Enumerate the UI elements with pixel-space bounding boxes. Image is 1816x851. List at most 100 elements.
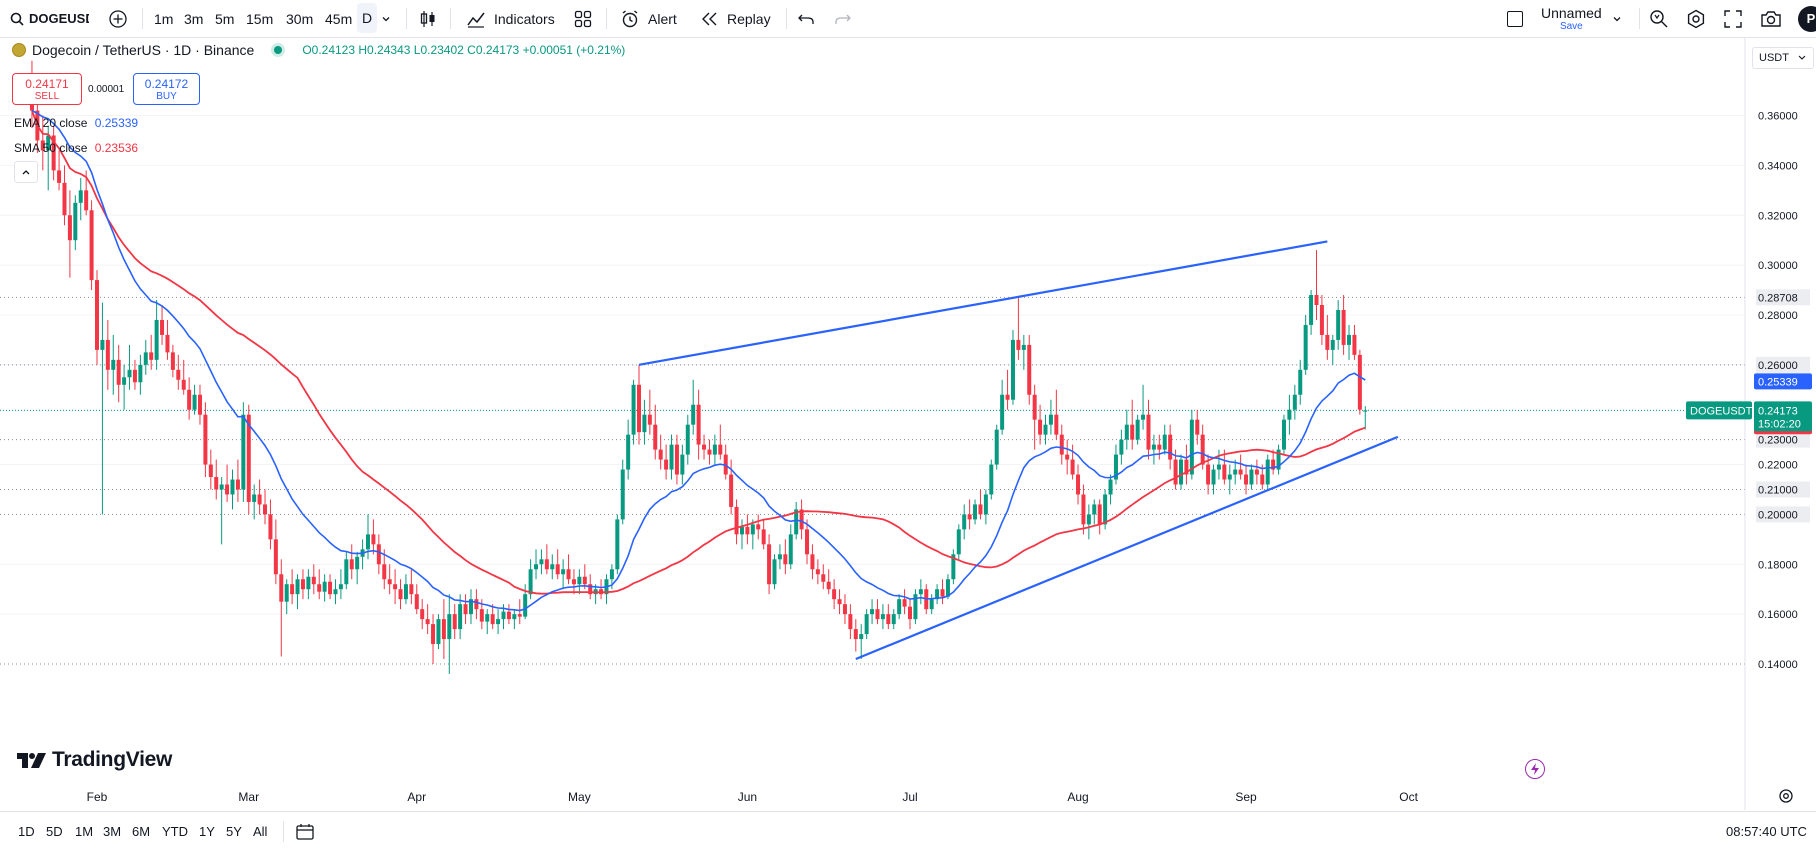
interval-label: D xyxy=(362,10,373,26)
range-3m[interactable]: 3M xyxy=(103,812,121,851)
range-6m[interactable]: 6M xyxy=(132,812,150,851)
candle xyxy=(376,534,381,575)
candle xyxy=(1244,464,1249,495)
watermark-text: TradingView xyxy=(52,748,173,771)
time-tick-label: Oct xyxy=(1399,790,1418,804)
candle-body xyxy=(940,589,945,597)
tradingview-watermark[interactable]: TradingView xyxy=(16,748,172,772)
time-tick-label: Apr xyxy=(407,790,426,804)
candle xyxy=(1092,499,1097,525)
indicators-button[interactable]: Indicators xyxy=(466,0,555,37)
candle-body xyxy=(853,629,858,640)
candle-body xyxy=(284,584,289,602)
alert-button[interactable]: Alert xyxy=(620,0,677,37)
candle-body xyxy=(734,506,739,535)
interval-dropdown[interactable] xyxy=(380,0,392,37)
candle-body xyxy=(1097,504,1102,525)
date-range-button[interactable] xyxy=(295,812,315,851)
layouts-button[interactable] xyxy=(574,0,592,37)
trendline-lower xyxy=(855,435,1399,661)
candle xyxy=(111,334,116,395)
candle xyxy=(1233,459,1238,485)
undo-button[interactable] xyxy=(797,0,815,37)
settings-button[interactable] xyxy=(1686,0,1706,37)
candle-body xyxy=(1081,494,1086,525)
currency-selector[interactable]: USDT xyxy=(1752,47,1814,69)
candle-body xyxy=(1206,464,1211,485)
candle xyxy=(219,477,224,545)
interval-45m[interactable]: 45m xyxy=(325,0,352,37)
gear-icon xyxy=(1687,9,1705,28)
candle xyxy=(826,569,831,595)
price-chart[interactable]: 0.36000 0.34000 0.32000 0.30000 0.28000 0.260… xyxy=(0,38,1816,810)
range-ytd[interactable]: YTD xyxy=(162,812,188,851)
candle xyxy=(295,574,300,610)
market-status-dot[interactable] xyxy=(274,46,283,54)
layout-name-button[interactable]: Unnamed Save xyxy=(1541,0,1602,37)
candle xyxy=(913,589,918,625)
buy-button[interactable]: 0.24172 BUY xyxy=(133,73,200,105)
interval-30m[interactable]: 30m xyxy=(286,0,313,37)
layout-checkbox[interactable] xyxy=(1507,0,1523,37)
candle xyxy=(658,434,663,470)
range-all[interactable]: All xyxy=(253,812,267,851)
candle-body xyxy=(376,544,381,565)
axis-settings-button[interactable] xyxy=(1778,788,1794,809)
candle-body xyxy=(528,569,533,595)
quick-search-button[interactable] xyxy=(1649,0,1669,37)
candle-body xyxy=(420,609,425,620)
candle-body xyxy=(1054,414,1059,435)
lightning-button[interactable] xyxy=(1525,759,1545,779)
chart-area[interactable]: 0.36000 0.34000 0.32000 0.30000 0.28000 0.260… xyxy=(0,38,1816,810)
candle xyxy=(1276,444,1281,475)
collapse-legend-button[interactable] xyxy=(14,161,38,183)
search-icon xyxy=(10,12,24,26)
chevron-down-icon xyxy=(1613,16,1621,21)
ema-price-tag-box xyxy=(1754,373,1812,390)
sell-button[interactable]: 0.24171 SELL xyxy=(12,73,82,105)
clock-button[interactable]: 08:57:40 UTC xyxy=(1726,812,1807,851)
fullscreen-button[interactable] xyxy=(1724,0,1742,37)
range-1y[interactable]: 1Y xyxy=(199,812,215,851)
ema-legend[interactable]: EMA 20 close 0.25339 xyxy=(14,116,138,130)
interval-3m[interactable]: 3m xyxy=(184,0,203,37)
candle xyxy=(1179,454,1183,490)
sma-legend[interactable]: SMA 50 close 0.23536 xyxy=(14,141,138,155)
close-value: C0.24173 xyxy=(467,43,520,57)
candle-body xyxy=(1319,305,1324,335)
range-1d[interactable]: 1D xyxy=(18,812,35,851)
redo-icon xyxy=(835,14,851,24)
divider xyxy=(450,8,451,29)
candle xyxy=(983,489,988,525)
chart-type-button[interactable] xyxy=(418,0,438,37)
candle-body xyxy=(891,614,896,625)
layout-dropdown[interactable] xyxy=(1611,0,1623,37)
user-avatar-button[interactable]: P xyxy=(1798,0,1816,37)
grid-icon xyxy=(574,10,592,27)
candle-body xyxy=(680,454,685,475)
undo-icon xyxy=(798,14,814,24)
interval-1m[interactable]: 1m xyxy=(154,0,173,37)
range-5d[interactable]: 5D xyxy=(46,812,63,851)
interval-d-active[interactable]: D xyxy=(357,3,378,33)
range-5y[interactable]: 5Y xyxy=(226,812,242,851)
level-label-box xyxy=(1756,356,1810,373)
candle xyxy=(561,559,566,590)
candle-body xyxy=(1173,459,1178,485)
symbol-search[interactable]: DOGEUSDT xyxy=(10,0,89,37)
redo-button[interactable] xyxy=(834,0,852,37)
candle-body xyxy=(918,589,923,595)
interval-15m[interactable]: 15m xyxy=(246,0,273,37)
candle-body xyxy=(176,369,181,380)
candle-body xyxy=(355,556,360,570)
candle-body xyxy=(842,604,847,615)
range-1m[interactable]: 1M xyxy=(75,812,93,851)
interval-5m[interactable]: 5m xyxy=(215,0,234,37)
candle-body xyxy=(1341,309,1346,345)
snapshot-button[interactable] xyxy=(1760,0,1782,37)
compare-button[interactable] xyxy=(108,0,128,37)
candle xyxy=(1135,414,1140,445)
replay-button[interactable]: Replay xyxy=(701,0,771,37)
legend-title[interactable]: Dogecoin / TetherUS · 1D · Binance xyxy=(32,42,255,58)
time-tick-label: Mar xyxy=(238,790,259,804)
